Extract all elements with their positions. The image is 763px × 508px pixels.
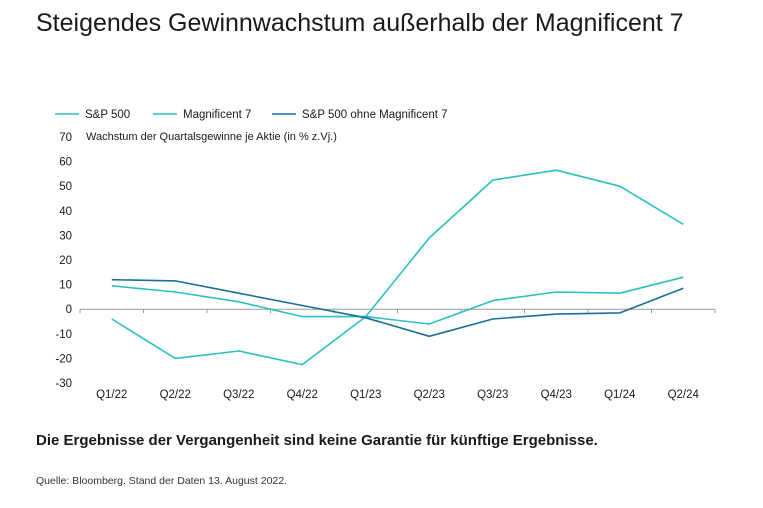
x-tick-label: Q1/23 [350,389,381,401]
y-tick-label: 60 [59,157,72,169]
source-note: Quelle: Bloomberg. Stand der Daten 13. A… [36,475,288,487]
y-tick-label: 0 [66,304,72,316]
x-tick-label: Q1/22 [96,389,127,401]
y-axis-ticks: 70 60 50 40 30 20 10 0 -10 -20 -30 [55,132,72,390]
y-tick-label: 20 [59,255,72,267]
y-tick-label: 30 [59,230,72,242]
page-title: Steigendes Gewinnwachstum außerhalb der … [36,9,684,37]
y-tick-label: -30 [55,378,72,390]
y-tick-label: -10 [55,329,72,341]
series-line-0 [111,276,684,325]
y-tick-label: 10 [59,280,72,292]
y-tick-label: 40 [59,206,72,218]
y-axis-label: Wachstum der Quartalsgewinne je Aktie (i… [86,131,337,143]
y-tick-label: 50 [59,181,72,193]
x-axis-ticks: Q1/22 Q2/22 Q3/22 Q4/22 Q1/23 Q2/23 Q3/23 Q4/23… [79,309,716,401]
legend-label: S&P 500 [85,109,130,121]
series-line-2 [111,278,684,338]
chart-series [111,169,684,366]
x-tick-label: Q2/22 [160,389,191,401]
x-tick-label: Q1/24 [604,389,636,401]
x-tick-label: Q3/23 [477,389,508,401]
x-tick-label: Q3/22 [223,389,254,401]
y-tick-label: -20 [55,353,72,365]
chart-legend: S&P 500 Magnificent 7 S&P 500 ohne Magnifi… [55,109,448,121]
x-tick-label: Q2/23 [414,389,445,401]
x-tick-label: Q2/24 [668,389,700,401]
series-line-1 [111,169,684,366]
x-tick-label: Q4/23 [541,389,572,401]
disclaimer: Die Ergebnisse der Vergangenheit sind ke… [36,432,598,449]
y-tick-label: 70 [59,132,72,144]
legend-label: Magnificent 7 [183,109,251,121]
legend-label: S&P 500 ohne Magnificent 7 [302,109,448,121]
x-tick-label: Q4/22 [287,389,318,401]
